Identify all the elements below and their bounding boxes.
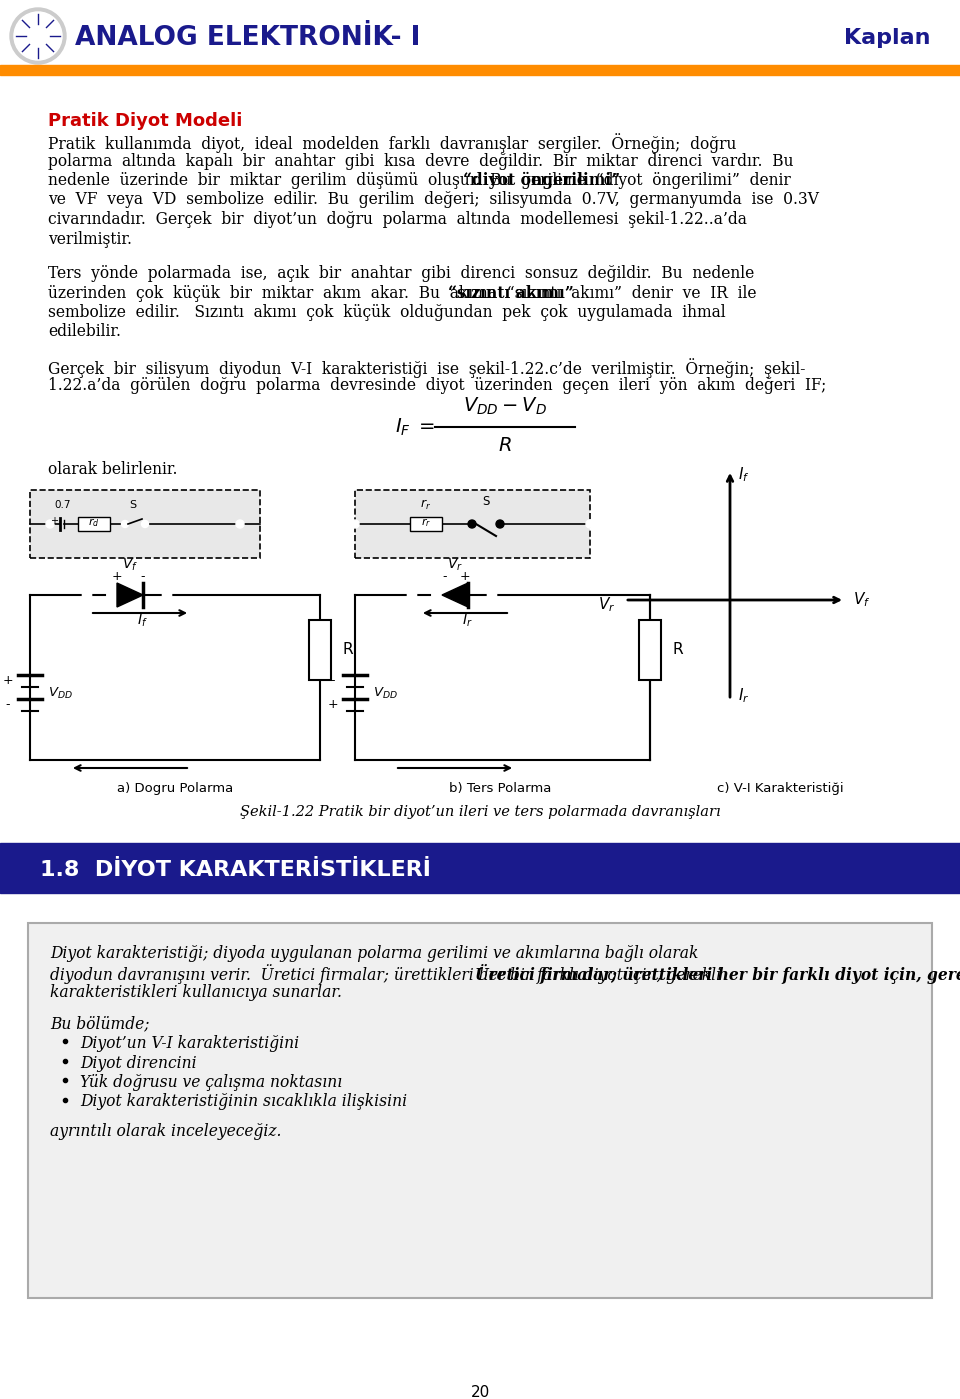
Text: $r_r$: $r_r$ xyxy=(420,498,432,512)
Text: +: + xyxy=(50,516,58,526)
Text: -: - xyxy=(6,698,11,712)
Text: $I_f$: $I_f$ xyxy=(738,464,750,484)
Text: +: + xyxy=(111,571,122,583)
Circle shape xyxy=(236,520,244,527)
Text: Gerçek  bir  silisyum  diyodun  V-I  karakteristiği  ise  şekil-1.22.c’de  veril: Gerçek bir silisyum diyodun V-I karakter… xyxy=(48,358,805,378)
Text: $V_r$: $V_r$ xyxy=(447,557,463,574)
Text: Ters  yönde  polarmada  ise,  açık  bir  anahtar  gibi  direnci  sonsuz  değildi: Ters yönde polarmada ise, açık bir anaht… xyxy=(48,264,755,283)
Circle shape xyxy=(162,590,172,600)
Text: üzerinden  çok  küçük  bir  miktar  akım  akar.  Bu  akıma  “sızıntı  akımı”  de: üzerinden çok küçük bir miktar akım akar… xyxy=(48,284,756,302)
Text: -: - xyxy=(141,571,145,583)
Bar xyxy=(639,620,661,680)
Text: $I_f$: $I_f$ xyxy=(136,613,148,630)
Text: $I_r$: $I_r$ xyxy=(738,687,750,705)
Text: “diyot öngerilimi”: “diyot öngerilimi” xyxy=(463,172,620,189)
Text: $r_r$: $r_r$ xyxy=(420,499,431,512)
Circle shape xyxy=(488,590,496,600)
Text: ve  VF  veya  VD  sembolize  edilir.  Bu  gerilim  değeri;  silisyumda  0.7V,  g: ve VF veya VD sembolize edilir. Bu geril… xyxy=(48,192,819,208)
Bar xyxy=(309,620,331,680)
Circle shape xyxy=(586,520,594,527)
Text: c) V-I Karakteristiği: c) V-I Karakteristiği xyxy=(717,782,843,795)
Text: 20: 20 xyxy=(470,1385,490,1399)
Text: $r_d$: $r_d$ xyxy=(88,516,100,529)
Text: Kaplan: Kaplan xyxy=(844,28,930,48)
Text: R: R xyxy=(672,642,683,658)
Text: Üretici firmalar; ürettikleri her bir farklı diyot için, gerekli: Üretici firmalar; ürettikleri her bir fa… xyxy=(475,964,960,985)
Bar xyxy=(0,0,960,71)
Circle shape xyxy=(83,590,91,600)
Text: 1.22.a’da  görülen  doğru  polarma  devresinde  diyot  üzerinden  geçen  ileri  : 1.22.a’da görülen doğru polarma devresin… xyxy=(48,378,827,395)
Text: $r_r$: $r_r$ xyxy=(420,516,431,529)
Circle shape xyxy=(468,520,476,527)
Text: R: R xyxy=(342,642,352,658)
Circle shape xyxy=(14,13,62,60)
Text: 0.7: 0.7 xyxy=(55,499,71,511)
Circle shape xyxy=(141,520,149,527)
Text: ANALOG ELEKTRONİK- I: ANALOG ELEKTRONİK- I xyxy=(75,25,420,50)
Circle shape xyxy=(496,520,504,527)
Text: nedenle  üzerinde  bir  miktar  gerilim  düşümü  oluşur.  Bu  gerilime  “diyot  : nedenle üzerinde bir miktar gerilim düşü… xyxy=(48,172,791,189)
Text: civarındadır.  Gerçek  bir  diyot’un  doğru  polarma  altında  modellemesi  şeki: civarındadır. Gerçek bir diyot’un doğru … xyxy=(48,211,747,228)
FancyBboxPatch shape xyxy=(355,490,590,558)
Circle shape xyxy=(122,520,129,527)
Text: $I_F\; =\;$: $I_F\; =\;$ xyxy=(396,417,435,438)
Text: a) Dogru Polarma: a) Dogru Polarma xyxy=(117,782,233,795)
Text: verilmiştir.: verilmiştir. xyxy=(48,231,132,248)
Text: Pratik Diyot Modeli: Pratik Diyot Modeli xyxy=(48,112,242,130)
Text: Pratik  kullanımda  diyot,  ideal  modelden  farklı  davranışlar  sergiler.  Örn: Pratik kullanımda diyot, ideal modelden … xyxy=(48,133,736,152)
FancyBboxPatch shape xyxy=(28,923,932,1298)
Polygon shape xyxy=(442,583,468,607)
Text: Şekil-1.22 Pratik bir diyot’un ileri ve ters polarmada davranışları: Şekil-1.22 Pratik bir diyot’un ileri ve … xyxy=(240,804,720,818)
Text: edilebilir.: edilebilir. xyxy=(48,323,121,340)
Text: Diyot karakteristiğinin sıcaklıkla ilişkisini: Diyot karakteristiğinin sıcaklıkla ilişk… xyxy=(80,1094,407,1111)
Text: $V_{DD}$: $V_{DD}$ xyxy=(48,686,73,701)
Text: +: + xyxy=(327,698,338,712)
Text: $V_{DD} - V_D$: $V_{DD} - V_D$ xyxy=(463,396,547,417)
Text: Diyot’un V-I karakteristiğini: Diyot’un V-I karakteristiğini xyxy=(80,1035,300,1052)
Text: $R$: $R$ xyxy=(498,436,512,455)
Text: b) Ters Polarma: b) Ters Polarma xyxy=(449,782,551,795)
Text: olarak belirlenir.: olarak belirlenir. xyxy=(48,462,178,478)
Text: S: S xyxy=(482,495,490,508)
Text: ayrıntılı olarak inceleyeceğiz.: ayrıntılı olarak inceleyeceğiz. xyxy=(50,1123,281,1140)
Text: Diyot direncini: Diyot direncini xyxy=(80,1055,197,1072)
Text: 1.8  DİYOT KARAKTERİSTİKLERİ: 1.8 DİYOT KARAKTERİSTİKLERİ xyxy=(40,860,431,880)
Text: $I_r$: $I_r$ xyxy=(462,613,472,630)
Text: -: - xyxy=(443,571,447,583)
Circle shape xyxy=(10,8,66,64)
Text: $V_f$: $V_f$ xyxy=(122,557,138,574)
Circle shape xyxy=(351,520,359,527)
Bar xyxy=(0,844,960,893)
Text: -: - xyxy=(331,674,335,687)
Polygon shape xyxy=(117,583,143,607)
Text: “sızıntı akımı”: “sızıntı akımı” xyxy=(448,284,574,302)
Text: $V_f$: $V_f$ xyxy=(853,590,871,610)
Text: Bu bölümde;: Bu bölümde; xyxy=(50,1016,150,1032)
Circle shape xyxy=(407,590,417,600)
Circle shape xyxy=(46,520,54,527)
Text: sembolize  edilir.   Sızıntı  akımı  çok  küçük  olduğundan  pek  çok  uygulamad: sembolize edilir. Sızıntı akımı çok küçü… xyxy=(48,304,726,320)
Text: $V_r$: $V_r$ xyxy=(598,596,615,614)
Text: Yük doğrusu ve çalışma noktasını: Yük doğrusu ve çalışma noktasını xyxy=(80,1074,343,1091)
Text: polarma  altında  kapalı  bir  anahtar  gibi  kısa  devre  değildir.  Bir  mikta: polarma altında kapalı bir anahtar gibi … xyxy=(48,152,794,169)
Text: diyodun davranışını verir.  Üretici firmalar; ürettikleri her bir farklı diyot i: diyodun davranışını verir. Üretici firma… xyxy=(50,964,721,985)
Text: karakteristikleri kullanıcıya sunarlar.: karakteristikleri kullanıcıya sunarlar. xyxy=(50,983,342,1002)
Bar xyxy=(78,518,110,532)
Text: +: + xyxy=(460,571,470,583)
Text: S: S xyxy=(130,499,136,511)
Bar xyxy=(0,64,960,76)
Bar xyxy=(410,518,442,532)
Text: Diyot karakteristiği; diyoda uygulanan polarma gerilimi ve akımlarına bağlı olar: Diyot karakteristiği; diyoda uygulanan p… xyxy=(50,944,698,963)
Text: $V_{DD}$: $V_{DD}$ xyxy=(373,686,397,701)
Text: +: + xyxy=(3,674,13,687)
FancyBboxPatch shape xyxy=(30,490,260,558)
